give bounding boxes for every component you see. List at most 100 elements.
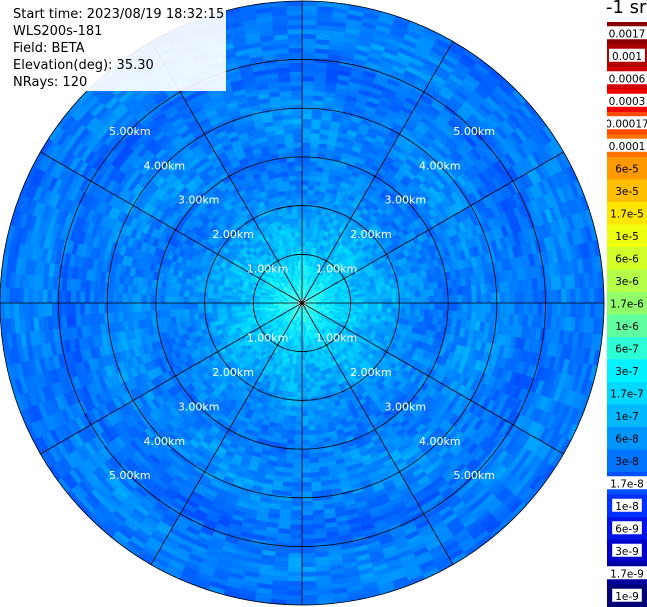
range-gate-cell — [322, 245, 328, 252]
range-gate-cell — [325, 72, 340, 80]
range-gate-cell — [386, 298, 392, 304]
range-gate-cell — [289, 415, 297, 422]
range-gate-cell — [575, 303, 581, 319]
range-gate-cell — [388, 73, 403, 84]
range-gate-cell — [302, 288, 304, 294]
range-gate-cell — [398, 131, 411, 142]
range-gate-cell — [354, 161, 365, 170]
range-gate-cell — [399, 165, 410, 176]
range-gate-cell — [438, 89, 453, 102]
range-gate-cell — [327, 259, 333, 265]
range-gate-cell — [296, 387, 302, 393]
range-gate-cell — [370, 163, 381, 173]
range-gate-cell — [301, 519, 314, 526]
range-gate-cell — [391, 121, 405, 132]
range-gate-cell — [354, 136, 366, 145]
range-gate-cell — [394, 117, 407, 128]
range-gate-cell — [329, 243, 336, 250]
range-gate-cell — [358, 88, 372, 97]
range-gate-cell — [400, 297, 407, 304]
range-gate-cell — [287, 557, 302, 563]
range-gate-cell — [316, 161, 325, 168]
range-gate-cell — [300, 590, 318, 596]
range-gate-cell — [565, 303, 572, 319]
range-gate-cell — [367, 295, 373, 300]
range-gate-cell — [318, 190, 327, 197]
range-gate-cell — [476, 293, 482, 304]
range-gate-cell — [317, 200, 325, 207]
range-gate-cell — [310, 256, 315, 263]
range-gate-cell — [351, 145, 362, 154]
range-gate-cell — [347, 13, 365, 22]
range-gate-cell — [306, 203, 313, 210]
range-gate-cell — [287, 562, 302, 568]
range-gate-cell — [376, 290, 383, 296]
range-gate-cell — [301, 425, 309, 431]
range-gate-cell — [346, 199, 354, 207]
range-gate-cell — [288, 529, 302, 535]
range-gate-cell — [381, 91, 396, 101]
range-gate-cell — [321, 205, 329, 212]
range-gate-cell — [365, 188, 375, 197]
range-gate-cell — [302, 10, 319, 16]
range-gate-cell — [289, 519, 302, 526]
range-gate-cell — [341, 51, 357, 59]
range-gate-cell — [408, 20, 427, 32]
range-gate-cell — [389, 69, 405, 80]
range-gate-cell — [324, 268, 330, 274]
range-gate-cell — [456, 61, 473, 75]
range-gate-cell — [370, 42, 387, 53]
range-gate-cell — [309, 151, 319, 158]
range-gate-cell — [462, 303, 468, 313]
range-gate-cell — [308, 439, 317, 445]
range-gate-cell — [403, 33, 421, 45]
range-gate-cell — [344, 138, 356, 147]
range-gate-cell — [400, 42, 417, 54]
range-gate-cell — [374, 29, 391, 39]
range-gate-cell — [363, 109, 376, 119]
range-gate-cell — [303, 293, 306, 299]
range-gate-cell — [344, 27, 362, 36]
range-gate-cell — [342, 147, 353, 156]
range-gate-cell — [373, 138, 385, 148]
range-gate-cell — [307, 410, 314, 417]
range-gate-cell — [306, 255, 310, 262]
range-gate-cell — [471, 303, 477, 313]
range-gate-cell — [495, 292, 501, 304]
range-gate-cell — [379, 163, 391, 173]
range-gate-cell — [311, 118, 322, 125]
range-gate-cell — [302, 175, 310, 181]
range-gate-cell — [301, 416, 309, 422]
range-gate-cell — [419, 309, 425, 317]
range-gate-cell — [485, 303, 492, 314]
range-gate-cell — [302, 5, 319, 11]
range-gate-cell — [428, 309, 435, 318]
range-gate-cell — [391, 307, 397, 314]
beta-field — [0, 0, 605, 606]
range-gate-cell — [382, 117, 395, 127]
range-gate-cell — [381, 294, 388, 300]
range-gate-cell — [528, 290, 534, 304]
range-gate-cell — [302, 203, 308, 209]
range-gate-cell — [307, 194, 314, 200]
range-gate-cell — [424, 58, 440, 71]
range-gate-cell — [320, 210, 327, 217]
range-gate-cell — [315, 263, 320, 269]
range-gate-cell — [589, 287, 595, 305]
range-gate-cell — [355, 177, 365, 186]
range-gate-cell — [315, 34, 332, 41]
range-gate-cell — [301, 482, 312, 488]
range-gate-cell — [376, 69, 391, 79]
range-gate-cell — [356, 157, 367, 166]
range-gate-cell — [528, 303, 534, 317]
range-gate-cell — [317, 269, 322, 275]
range-gate-cell — [347, 129, 359, 138]
range-gate-cell — [366, 100, 379, 110]
range-gate-cell — [359, 169, 370, 178]
range-gate-cell — [350, 115, 363, 124]
range-gate-cell — [391, 293, 397, 299]
range-gate-cell — [296, 401, 302, 408]
range-gate-cell — [523, 291, 529, 304]
range-gate-cell — [430, 46, 448, 59]
range-gate-cell — [363, 303, 369, 307]
